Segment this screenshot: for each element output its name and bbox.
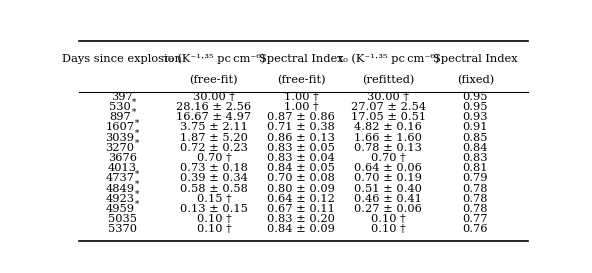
Text: 0.85: 0.85: [463, 133, 488, 143]
Text: 0.84 ± 0.09: 0.84 ± 0.09: [267, 224, 335, 235]
Text: *: *: [135, 129, 139, 138]
Text: 0.58 ± 0.58: 0.58 ± 0.58: [180, 184, 248, 194]
Text: *: *: [135, 190, 139, 199]
Text: 4923: 4923: [105, 194, 134, 204]
Text: 0.72 ± 0.23: 0.72 ± 0.23: [180, 143, 248, 153]
Text: 30.00 †: 30.00 †: [193, 92, 235, 102]
Text: *: *: [135, 169, 139, 178]
Text: (free-fit): (free-fit): [277, 75, 326, 85]
Text: *: *: [132, 98, 136, 107]
Text: 0.83 ± 0.20: 0.83 ± 0.20: [267, 214, 335, 224]
Text: 3676: 3676: [108, 153, 137, 163]
Text: 5370: 5370: [108, 224, 137, 235]
Text: 4737: 4737: [105, 173, 134, 183]
Text: 4849: 4849: [105, 184, 134, 194]
Text: 0.70 †: 0.70 †: [197, 153, 231, 163]
Text: 0.76: 0.76: [463, 224, 488, 235]
Text: 3039: 3039: [105, 133, 134, 143]
Text: 0.10 †: 0.10 †: [197, 214, 231, 224]
Text: Spectral Index: Spectral Index: [433, 54, 518, 64]
Text: 0.64 ± 0.06: 0.64 ± 0.06: [355, 163, 422, 173]
Text: (free-fit): (free-fit): [189, 75, 238, 85]
Text: 17.05 ± 0.51: 17.05 ± 0.51: [350, 112, 426, 122]
Text: 0.78: 0.78: [463, 204, 488, 214]
Text: τ₀ (K⁻¹·³⁵ pc cm⁻⁶): τ₀ (K⁻¹·³⁵ pc cm⁻⁶): [163, 54, 265, 64]
Text: 0.93: 0.93: [463, 112, 488, 122]
Text: (fixed): (fixed): [457, 75, 494, 85]
Text: 4.82 ± 0.16: 4.82 ± 0.16: [355, 123, 422, 132]
Text: 0.73 ± 0.18: 0.73 ± 0.18: [180, 163, 248, 173]
Text: τ₀ (K⁻¹·³⁵ pc cm⁻⁶): τ₀ (K⁻¹·³⁵ pc cm⁻⁶): [337, 54, 439, 64]
Text: 0.80 ± 0.09: 0.80 ± 0.09: [267, 184, 335, 194]
Text: 27.07 ± 2.54: 27.07 ± 2.54: [350, 102, 426, 112]
Text: 3270: 3270: [105, 143, 134, 153]
Text: 0.91: 0.91: [463, 123, 488, 132]
Text: 0.87 ± 0.86: 0.87 ± 0.86: [267, 112, 335, 122]
Text: Spectral Index: Spectral Index: [259, 54, 343, 64]
Text: 0.78: 0.78: [463, 184, 488, 194]
Text: 0.70 †: 0.70 †: [371, 153, 406, 163]
Text: 28.16 ± 2.56: 28.16 ± 2.56: [176, 102, 252, 112]
Text: 0.15 †: 0.15 †: [197, 194, 231, 204]
Text: 4959: 4959: [105, 204, 134, 214]
Text: 4013: 4013: [108, 163, 137, 173]
Text: 0.27 ± 0.06: 0.27 ± 0.06: [355, 204, 422, 214]
Text: 897: 897: [109, 112, 131, 122]
Text: 0.86 ± 0.13: 0.86 ± 0.13: [267, 133, 335, 143]
Text: 530: 530: [109, 102, 131, 112]
Text: 0.67 ± 0.11: 0.67 ± 0.11: [267, 204, 335, 214]
Text: 0.51 ± 0.40: 0.51 ± 0.40: [355, 184, 422, 194]
Text: *: *: [135, 200, 139, 209]
Text: 0.70 ± 0.08: 0.70 ± 0.08: [267, 173, 335, 183]
Text: 0.83 ± 0.04: 0.83 ± 0.04: [267, 153, 335, 163]
Text: 0.77: 0.77: [463, 214, 488, 224]
Text: 0.46 ± 0.41: 0.46 ± 0.41: [355, 194, 422, 204]
Text: 1.87 ± 5.20: 1.87 ± 5.20: [180, 133, 248, 143]
Text: 0.10 †: 0.10 †: [197, 224, 231, 235]
Text: 0.81: 0.81: [463, 163, 488, 173]
Text: 0.71 ± 0.38: 0.71 ± 0.38: [267, 123, 335, 132]
Text: 397: 397: [111, 92, 133, 102]
Text: 1.00 †: 1.00 †: [284, 102, 318, 112]
Text: (refitted): (refitted): [362, 75, 414, 85]
Text: 0.95: 0.95: [463, 92, 488, 102]
Text: 0.39 ± 0.34: 0.39 ± 0.34: [180, 173, 248, 183]
Text: 30.00 †: 30.00 †: [367, 92, 409, 102]
Text: 0.84 ± 0.05: 0.84 ± 0.05: [267, 163, 335, 173]
Text: 0.10 †: 0.10 †: [371, 224, 406, 235]
Text: 1607: 1607: [105, 123, 134, 132]
Text: 0.78 ± 0.13: 0.78 ± 0.13: [355, 143, 422, 153]
Text: Days since explosion: Days since explosion: [62, 54, 182, 64]
Text: 1.66 ± 1.60: 1.66 ± 1.60: [355, 133, 422, 143]
Text: *: *: [135, 118, 139, 127]
Text: 5035: 5035: [108, 214, 137, 224]
Text: 0.83 ± 0.05: 0.83 ± 0.05: [267, 143, 335, 153]
Text: *: *: [132, 108, 136, 117]
Text: 0.79: 0.79: [463, 173, 488, 183]
Text: 0.78: 0.78: [463, 194, 488, 204]
Text: 0.83: 0.83: [463, 153, 488, 163]
Text: 0.84: 0.84: [463, 143, 488, 153]
Text: 3.75 ± 2.11: 3.75 ± 2.11: [180, 123, 248, 132]
Text: 16.67 ± 4.97: 16.67 ± 4.97: [176, 112, 252, 122]
Text: 0.10 †: 0.10 †: [371, 214, 406, 224]
Text: 0.13 ± 0.15: 0.13 ± 0.15: [180, 204, 248, 214]
Text: *: *: [135, 139, 139, 148]
Text: 0.64 ± 0.12: 0.64 ± 0.12: [267, 194, 335, 204]
Text: 0.95: 0.95: [463, 102, 488, 112]
Text: *: *: [135, 180, 139, 188]
Text: 1.00 †: 1.00 †: [284, 92, 318, 102]
Text: 0.70 ± 0.19: 0.70 ± 0.19: [355, 173, 422, 183]
